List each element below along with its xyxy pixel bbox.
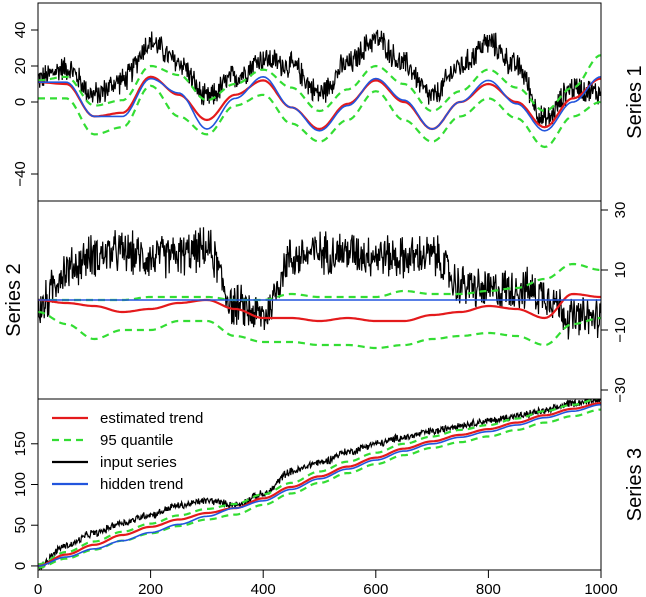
series-upper-quantile-2 (38, 262, 601, 302)
legend: estimated trend 95 quantile input series hi… (52, 410, 203, 493)
x-tick-label: 800 (476, 581, 501, 597)
series-estimated-trend-3 (38, 402, 601, 567)
panel-name-label: Series 1 (624, 65, 646, 138)
y-tick-label: 30 (612, 202, 629, 219)
x-tick-label: 0 (34, 581, 42, 597)
series-estimated-trend-2 (38, 292, 601, 323)
series-input-3 (38, 399, 601, 570)
legend-label: input series (100, 454, 177, 471)
series-hidden-trend-3 (38, 403, 601, 567)
panel-3 (38, 399, 601, 570)
y-tick-label: 40 (12, 22, 29, 39)
series-hidden-trend-1 (38, 75, 601, 132)
panels-layer (38, 29, 601, 570)
legend-label: estimated trend (100, 410, 203, 427)
axes-layer: −40 0 20 40 Series 1 −30 −10 10 30 Series 2 0 50 100… (3, 2, 646, 597)
x-tick-label: 400 (251, 581, 276, 597)
panel-name-label: Series 2 (3, 263, 25, 336)
x-tick-label: 1000 (584, 581, 617, 597)
y-tick-label: 150 (12, 431, 29, 456)
y-tick-label: −40 (12, 161, 29, 186)
panel-name-label: Series 3 (624, 448, 646, 521)
series-input-1 (38, 29, 601, 127)
legend-label: 95 quantile (100, 432, 173, 449)
y-tick-label: 10 (612, 262, 629, 279)
series-lower-quantile-2 (38, 310, 601, 350)
series-upper-quantile-1 (38, 54, 601, 113)
panel-plot-area (38, 29, 601, 149)
panel-2 (38, 227, 601, 350)
y-tick-label: 50 (12, 517, 29, 534)
y-tick-label: 20 (12, 58, 29, 75)
y-tick-label: −10 (612, 317, 629, 342)
y-tick-label: 0 (12, 562, 29, 570)
x-tick-label: 200 (138, 581, 163, 597)
panel-plot-area (38, 399, 601, 570)
y-tick-label: 100 (12, 472, 29, 497)
x-tick-label: 600 (363, 581, 388, 597)
y-tick-label: −30 (612, 377, 629, 402)
series-upper-quantile-3 (38, 399, 601, 566)
y-tick-label: 0 (12, 98, 29, 106)
series-input-2 (38, 227, 601, 340)
series-estimated-trend-1 (38, 75, 601, 131)
panel-plot-area (38, 227, 601, 350)
panel-1 (38, 29, 601, 149)
legend-label: hidden trend (100, 476, 183, 493)
